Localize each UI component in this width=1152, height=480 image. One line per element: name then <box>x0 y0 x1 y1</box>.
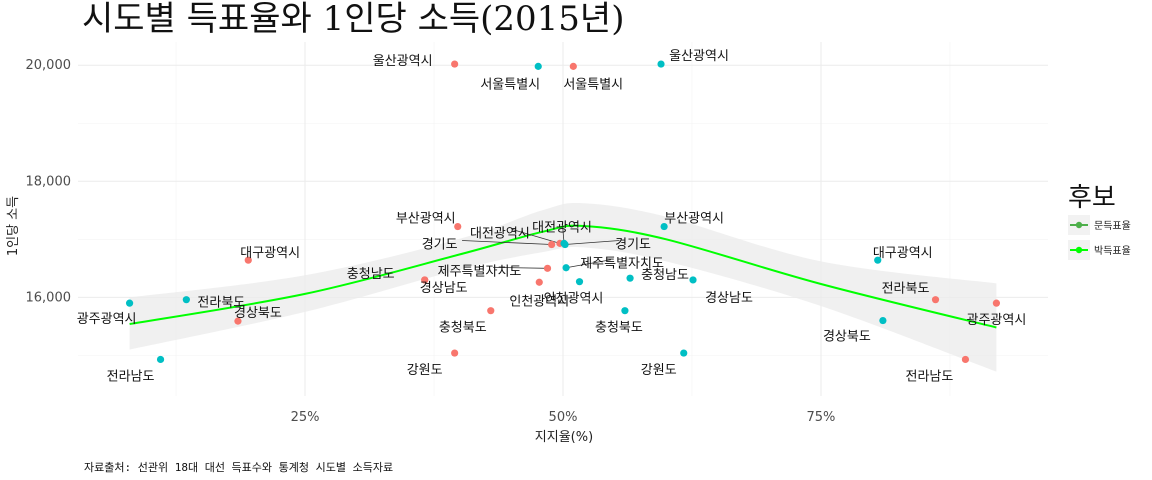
data-point <box>680 349 688 357</box>
data-point <box>234 317 242 325</box>
data-point <box>451 60 459 68</box>
point-label: 경상남도 <box>420 281 468 296</box>
data-point <box>543 264 552 272</box>
chart-title: 시도별 득표율와 1인당 소득(2015년) <box>82 0 624 39</box>
source-caption: 자료출처: 선관위 18대 대선 득표수와 통계청 시도별 소득자료 <box>84 461 393 474</box>
data-point <box>931 296 940 304</box>
point-label: 부산광역시 <box>664 212 724 227</box>
point-label: 서울특별시 <box>480 77 540 92</box>
data-point <box>182 296 190 304</box>
point-labels: 울산광역시서울특별시부산광역시대구광역시대전광역시경기도제주특별자치도충청남도경… <box>77 49 1027 384</box>
label-connector <box>565 240 620 245</box>
point-label: 인천광역시 <box>544 292 604 307</box>
legend-title: 후보 <box>1068 183 1116 213</box>
x-axis-ticks: 25% 50% 75% <box>291 410 836 425</box>
data-point <box>487 307 495 315</box>
legend-key-point <box>1075 246 1083 254</box>
legend-label: 문득표율 <box>1094 220 1131 232</box>
confidence-band-area <box>129 203 997 372</box>
point-label: 강원도 <box>641 363 677 378</box>
point-label: 대전광역시 <box>470 226 530 241</box>
point-label: 경기도 <box>615 238 651 253</box>
data-point <box>621 307 629 315</box>
data-point <box>535 278 543 286</box>
data-point <box>454 222 462 231</box>
data-point <box>548 240 556 249</box>
data-point <box>879 316 887 325</box>
data-point <box>660 222 668 231</box>
label-connector <box>566 259 611 269</box>
point-label: 서울특별시 <box>563 77 623 92</box>
point-label: 경상북도 <box>234 306 282 321</box>
point-label: 충청북도 <box>439 321 487 336</box>
data-point <box>451 349 459 357</box>
data-point <box>874 256 882 264</box>
point-label: 제주특별자치도 <box>438 264 522 279</box>
point-label: 전라남도 <box>107 369 155 384</box>
point-label: 전라북도 <box>882 282 930 297</box>
data-point <box>534 62 542 70</box>
x-tick-label: 25% <box>291 410 320 425</box>
point-label: 광주광역시 <box>966 313 1026 328</box>
point-label: 대구광역시 <box>873 246 933 261</box>
point-label: 충청남도 <box>641 268 689 283</box>
data-point <box>992 299 1001 307</box>
point-label: 경기도 <box>422 238 458 253</box>
x-axis-title: 지지율(%) <box>535 430 593 445</box>
data-point <box>961 355 970 364</box>
point-label: 인천광역시 <box>509 294 569 309</box>
point-label: 충청남도 <box>347 267 395 282</box>
point-label: 경상북도 <box>823 330 871 345</box>
data-point <box>156 355 165 364</box>
data-point <box>689 276 697 284</box>
legend-key-point <box>1075 221 1083 229</box>
y-tick-label: 18,000 <box>26 174 72 189</box>
data-point <box>575 278 584 286</box>
legend-label: 박득표율 <box>1094 245 1131 257</box>
point-label: 경상남도 <box>705 291 753 306</box>
x-tick-label: 50% <box>549 410 578 425</box>
point-label: 제주특별자치도 <box>580 257 664 272</box>
data-point <box>125 299 134 307</box>
point-label: 전라남도 <box>906 369 954 384</box>
label-connector <box>462 240 552 245</box>
data-point <box>657 60 665 68</box>
y-tick-label: 20,000 <box>26 58 72 73</box>
data-point <box>244 256 252 264</box>
x-tick-label: 75% <box>807 410 836 425</box>
point-label: 충청북도 <box>595 321 643 336</box>
data-point <box>421 276 429 284</box>
point-label: 울산광역시 <box>669 49 729 64</box>
data-point <box>561 240 569 249</box>
y-axis-ticks: 16,000 18,000 20,000 <box>26 58 72 305</box>
confidence-band <box>129 203 997 372</box>
point-label: 대전광역시 <box>532 220 592 235</box>
point-label: 대구광역시 <box>240 246 300 261</box>
point-label: 광주광역시 <box>77 312 137 327</box>
point-label: 울산광역시 <box>373 54 433 69</box>
point-label: 부산광역시 <box>396 212 456 227</box>
y-tick-label: 16,000 <box>26 290 72 305</box>
data-point <box>562 264 570 272</box>
data-points <box>125 60 1001 364</box>
point-label: 전라북도 <box>197 296 245 311</box>
data-point <box>626 274 634 282</box>
data-point <box>569 62 577 70</box>
y-axis-title: 1인당 소득 <box>6 196 21 256</box>
label-connector <box>493 266 548 269</box>
point-label: 강원도 <box>407 363 443 378</box>
